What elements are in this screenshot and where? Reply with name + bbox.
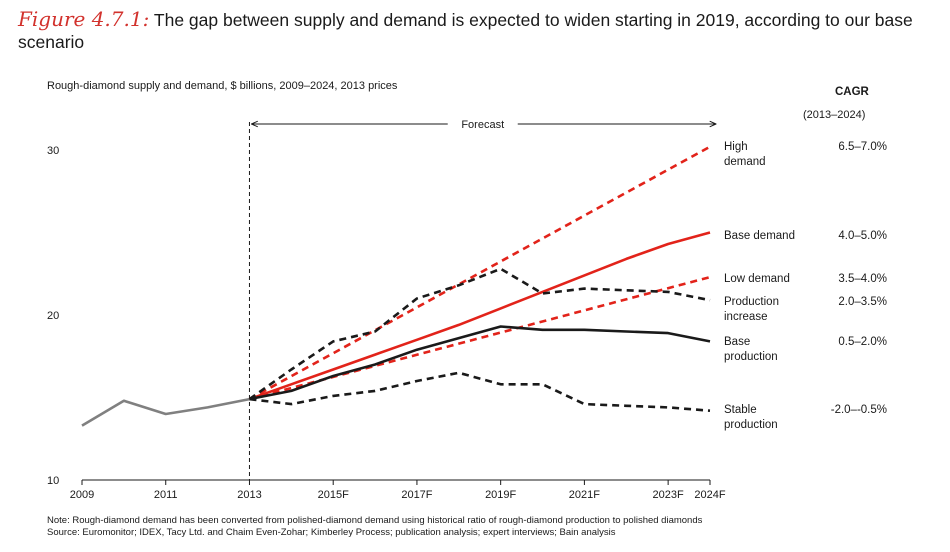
series-label: increase — [724, 311, 767, 323]
x-tick-label: 2017F — [401, 489, 432, 501]
historical-line — [81, 397, 250, 427]
base-demand-line — [249, 231, 711, 401]
cagr-period: (2013–2024) — [803, 109, 866, 121]
x-tick-label: 2023F — [653, 489, 684, 501]
cagr-value: -2.0–-0.5% — [831, 404, 887, 416]
x-tick-label: 2015F — [318, 489, 349, 501]
x-tick-label: 2019F — [485, 489, 516, 501]
x-tick-label: 2024F — [694, 489, 725, 501]
figure-title-text: The gap between supply and demand is exp… — [18, 10, 913, 52]
series-label: Base — [724, 336, 750, 348]
series-label: production — [724, 351, 778, 363]
note-text: Note: Rough-diamond demand has been conv… — [47, 515, 703, 526]
series-label: Low demand — [724, 273, 790, 285]
series-label: production — [724, 419, 778, 431]
stable-production-line — [249, 371, 711, 412]
y-tick-label: 20 — [47, 310, 59, 322]
source-text: Source: Euromonitor; IDEX, Tacy Ltd. and… — [47, 527, 616, 538]
cagr-value: 4.0–5.0% — [838, 230, 887, 242]
cagr-value: 2.0–3.5% — [838, 296, 887, 308]
cagr-value: 0.5–2.0% — [838, 336, 887, 348]
base-production-line — [249, 325, 711, 401]
series-label: Production — [724, 296, 779, 308]
series-label: Stable — [724, 404, 757, 416]
x-tick-label: 2013 — [237, 489, 261, 501]
forecast-label: Forecast — [461, 119, 504, 131]
x-tick-label: 2021F — [569, 489, 600, 501]
series-label: Base demand — [724, 230, 795, 242]
cagr-title: CAGR — [835, 86, 869, 98]
cagr-value: 3.5–4.0% — [838, 273, 887, 285]
series-label: High — [724, 141, 748, 153]
figure-label: Figure 4.7.1: — [18, 7, 150, 31]
x-tick-label: 2009 — [70, 489, 94, 501]
series-label: demand — [724, 156, 766, 168]
production-increase-line — [248, 267, 711, 401]
high-demand-line — [248, 145, 711, 401]
low-demand-line — [249, 275, 711, 401]
y-tick-label: 10 — [47, 475, 59, 487]
cagr-value: 6.5–7.0% — [838, 141, 887, 153]
y-tick-label: 30 — [47, 145, 59, 157]
footnote: Note: Rough-diamond demand has been conv… — [47, 515, 702, 539]
x-tick-label: 2011 — [154, 489, 178, 501]
figure-title: Figure 4.7.1: The gap between supply and… — [18, 8, 930, 53]
chart-subtitle: Rough-diamond supply and demand, $ billi… — [47, 80, 398, 92]
